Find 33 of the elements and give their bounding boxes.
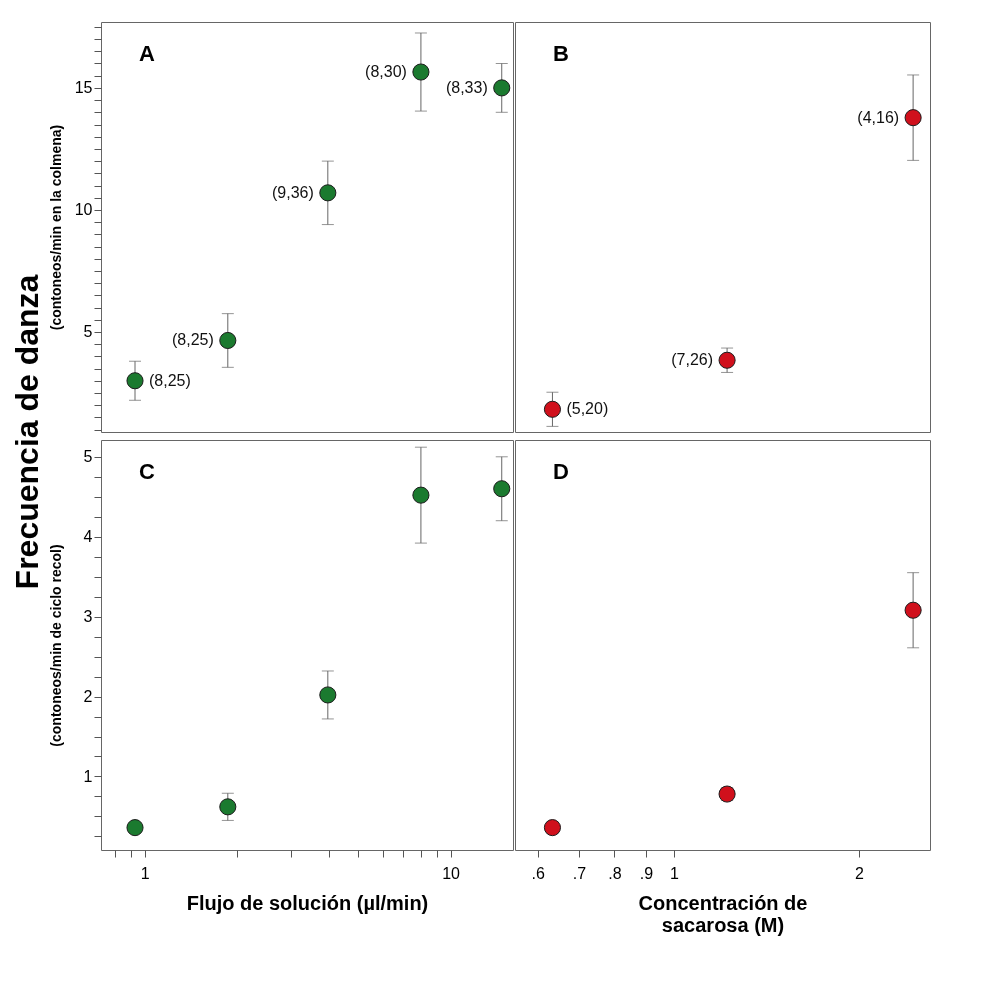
text: B: [553, 41, 569, 66]
y-tick-label: 3: [83, 608, 93, 626]
y-tick-label: 2: [83, 688, 93, 706]
y-tick-label: 15: [74, 79, 93, 97]
y-tick-label: 1: [83, 767, 93, 785]
x-tick-label: 1: [670, 864, 680, 882]
x-tick-label: 1: [140, 864, 150, 882]
y-axis-title: (contoneos/min de ciclo recol): [47, 544, 64, 747]
annotation: (8,25): [149, 371, 191, 389]
x-axis-title: Concentración de sacarosa (M): [638, 891, 808, 936]
annotation: (5,20): [566, 400, 609, 418]
x-axis-title: Flujo de solución (µl/min): [186, 891, 429, 914]
y-tick-label: 5: [83, 448, 93, 466]
annotation: (8,33): [445, 78, 488, 96]
annotation: (8,25): [172, 331, 214, 349]
annotation: (8,30): [365, 63, 407, 81]
x-tick-label: 10: [442, 864, 461, 882]
x-tick-label: .7: [572, 864, 587, 882]
text: D: [553, 459, 569, 484]
annotation: (4,16): [857, 108, 900, 126]
x-tick-label: .8: [608, 864, 622, 882]
x-tick-label: 2: [855, 864, 865, 882]
x-tick-label: .6: [531, 864, 545, 882]
text: A: [139, 41, 155, 66]
text: Frecuencia de danza: [9, 274, 45, 590]
y-tick-label: 10: [74, 201, 93, 219]
y-axis-title: (contoneos/min en la colmena): [47, 124, 64, 331]
x-tick-label: .9: [639, 864, 654, 882]
annotation: (7,26): [671, 351, 714, 369]
text: C: [139, 459, 155, 484]
y-tick-label: 4: [83, 528, 93, 546]
annotation: (9,36): [272, 183, 314, 201]
y-tick-label: 5: [83, 323, 93, 341]
